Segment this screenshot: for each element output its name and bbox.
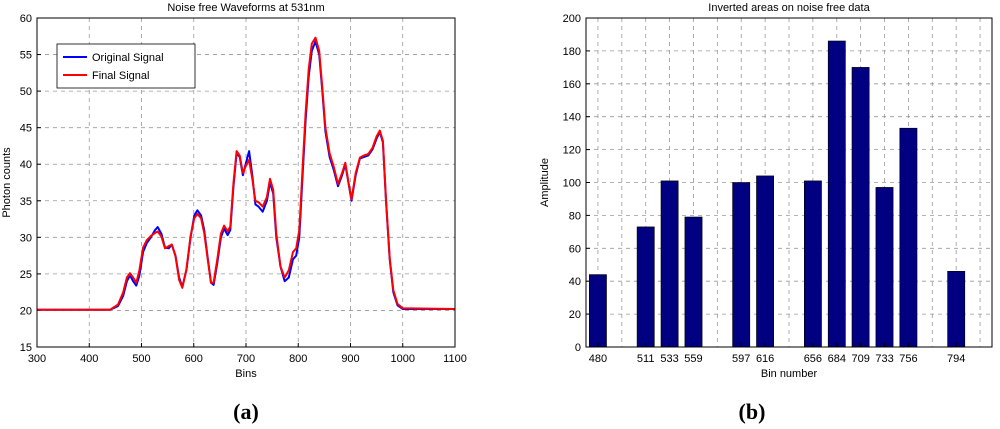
y-tick-label: 20 <box>569 309 581 321</box>
panel-label-a: (a) <box>233 399 259 424</box>
x-axis-label: Bins <box>235 368 257 380</box>
bar <box>588 274 607 348</box>
x-tick-label: 656 <box>804 353 822 365</box>
x-tick-label: 733 <box>875 353 893 365</box>
waveform-chart: 300 400 500 600 700 800 900 1000 1100 15 20 25 30 35 4… <box>1 2 467 380</box>
y-tick-label: 35 <box>20 196 32 208</box>
x-tick-label: 794 <box>947 353 965 365</box>
legend-label: Final Signal <box>92 70 149 82</box>
x-tick-label: 400 <box>80 353 98 365</box>
bar <box>684 216 703 348</box>
y-tick-label: 40 <box>569 276 581 288</box>
bar-chart: 0 20 40 60 80 100 120 140 160 180 200 480 511 533 559 5… <box>539 2 993 380</box>
bar <box>875 187 894 348</box>
y-tick-label: 100 <box>563 178 581 190</box>
y-tick-label: 200 <box>563 13 581 25</box>
bar <box>899 127 918 348</box>
chart-title: Noise free Waveforms at 531nm <box>167 2 324 14</box>
x-tick-label: 511 <box>637 353 655 365</box>
y-tick-label: 20 <box>20 305 32 317</box>
y-tick-label: 45 <box>20 123 32 135</box>
x-tick-label: 700 <box>237 353 255 365</box>
y-tick-label: 15 <box>20 342 32 354</box>
x-tick-label: 597 <box>732 353 750 365</box>
legend-box <box>56 43 196 89</box>
y-tick-label: 30 <box>20 232 32 244</box>
y-tick-label: 0 <box>575 342 581 354</box>
x-tick-label: 533 <box>660 353 678 365</box>
axes-frame-a <box>36 17 456 348</box>
x-tick-label: 709 <box>851 353 869 365</box>
bar <box>732 182 751 348</box>
y-tick-label: 50 <box>20 86 32 98</box>
x-tick-label: 500 <box>132 353 150 365</box>
y-tick-label: 120 <box>563 145 581 157</box>
bar <box>827 40 846 348</box>
bar <box>756 175 775 348</box>
x-tick-label: 600 <box>185 353 203 365</box>
series-line-final-signal <box>37 36 456 311</box>
x-tick-label: 559 <box>684 353 702 365</box>
bar <box>660 180 679 348</box>
y-tick-label: 25 <box>20 269 32 281</box>
x-tick-label: 616 <box>756 353 774 365</box>
x-tick-label: 300 <box>28 353 46 365</box>
y-tick-label: 55 <box>20 50 32 62</box>
y-tick-label: 180 <box>563 46 581 58</box>
x-tick-label: 480 <box>589 353 607 365</box>
legend-label: Original Signal <box>92 52 164 64</box>
y-axis-label: Amplitude <box>539 158 551 207</box>
x-tick-label: 900 <box>341 353 359 365</box>
y-tick-label: 60 <box>569 243 581 255</box>
y-tick-label: 160 <box>563 79 581 91</box>
y-tick-label: 40 <box>20 159 32 171</box>
x-tick-label: 800 <box>289 353 307 365</box>
x-tick-label: 756 <box>899 353 917 365</box>
x-tick-label: 1100 <box>443 353 467 365</box>
x-tick-label: 684 <box>828 353 846 365</box>
bar <box>803 180 822 348</box>
axes-frame-b <box>585 17 993 348</box>
y-tick-label: 60 <box>20 13 32 25</box>
bar <box>947 270 966 348</box>
x-tick-label: 1000 <box>391 353 415 365</box>
y-axis-label: Photon counts <box>1 147 13 218</box>
chart-title: Inverted areas on noise free data <box>708 2 870 14</box>
y-tick-label: 80 <box>569 210 581 222</box>
bar <box>851 67 870 348</box>
y-tick-label: 140 <box>563 112 581 124</box>
panel-label-b: (b) <box>739 399 766 424</box>
bar <box>636 226 655 348</box>
x-axis-label: Bin number <box>761 368 818 380</box>
